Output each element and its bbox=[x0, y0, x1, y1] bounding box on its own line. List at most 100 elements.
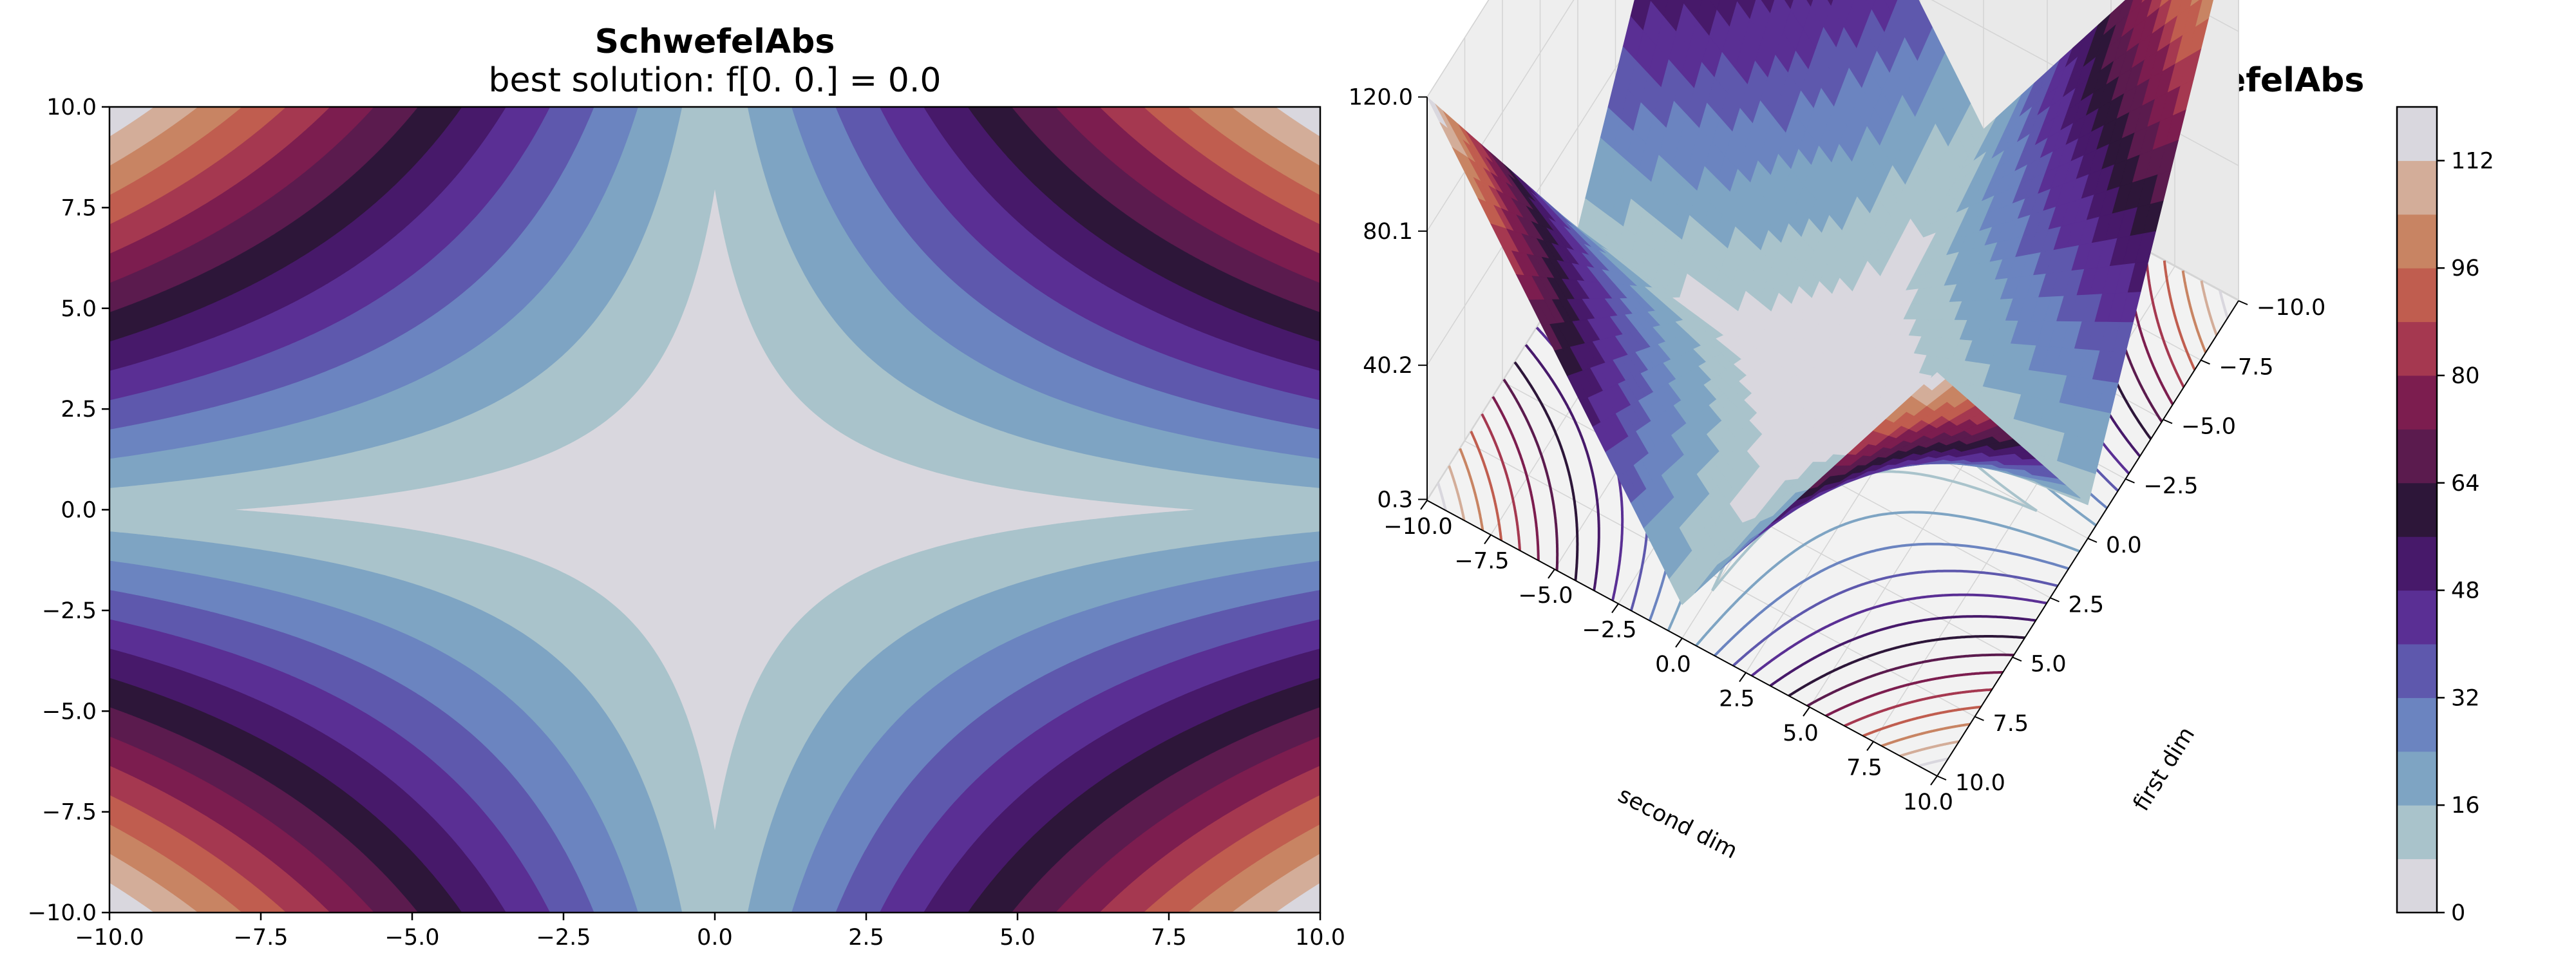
floor-contour-line bbox=[1844, 688, 1993, 727]
first-dim-tick-mark bbox=[2163, 419, 2173, 424]
y-tick-label: 10.0 bbox=[46, 95, 97, 120]
contour-band bbox=[1275, 107, 1320, 137]
x-tick-label: 10.0 bbox=[1295, 925, 1345, 951]
floor-contour-line bbox=[1862, 705, 1982, 737]
colorbar-tick-label: 96 bbox=[2451, 256, 2480, 281]
y-tick-label: −2.5 bbox=[42, 598, 97, 624]
first-dim-tick-label: −2.5 bbox=[2144, 473, 2199, 499]
surface-patch bbox=[2190, 0, 2201, 8]
second-dim-tick-label: −7.5 bbox=[1455, 549, 1510, 574]
floor-contour-line bbox=[1806, 653, 2014, 707]
first-dim-tick-mark bbox=[2087, 538, 2098, 543]
contour-band bbox=[109, 107, 155, 137]
colorbar-band bbox=[2397, 321, 2437, 376]
first-dim-tick-label: 7.5 bbox=[1993, 711, 2029, 737]
first-dim-tick-label: −7.5 bbox=[2219, 354, 2274, 380]
colorbar-frame bbox=[2396, 106, 2438, 914]
y-tick-label: −5.0 bbox=[42, 699, 97, 724]
colorbar: 0 16 32 48 64 80 96 112 bbox=[2396, 106, 2494, 926]
first-dim-tick-label: −5.0 bbox=[2181, 414, 2236, 440]
second-dim-tick-label: −2.5 bbox=[1582, 618, 1637, 643]
first-dim-tick-mark bbox=[2050, 597, 2060, 603]
floor-contour-line bbox=[1825, 671, 2003, 717]
second-dim-tick-label: 10.0 bbox=[1903, 790, 1953, 815]
first-dim-tick-mark bbox=[2201, 359, 2210, 365]
colorbar-band bbox=[2397, 482, 2437, 537]
colorbar-band bbox=[2397, 429, 2437, 484]
colorbar-tick-label: 16 bbox=[2451, 793, 2480, 819]
floor-contour-line bbox=[1448, 465, 1466, 521]
surface-patch bbox=[1924, 372, 1946, 391]
contour-y-axis: 10.0 7.5 5.0 2.5 0.0 −2.5 −5.0 −7.5 −10.0 bbox=[28, 95, 109, 926]
colorbar-band bbox=[2397, 214, 2437, 269]
colorbar-band bbox=[2397, 858, 2437, 913]
floor-contour-line bbox=[1769, 615, 2036, 687]
second-dim-tick-label: −10.0 bbox=[1383, 514, 1452, 540]
first-dim-tick-mark bbox=[2012, 656, 2022, 662]
colorbar-band bbox=[2397, 107, 2437, 161]
first-dim-tick-mark bbox=[2125, 478, 2135, 484]
second-dim-tick-label: 7.5 bbox=[1846, 755, 1882, 781]
floor-contour-line bbox=[1459, 448, 1484, 531]
first-dim-tick-label: 0.0 bbox=[2106, 533, 2142, 558]
surface-mesh bbox=[1426, 0, 2213, 605]
y-tick-label: 2.5 bbox=[61, 397, 97, 422]
x-tick-label: −5.0 bbox=[385, 925, 440, 951]
x-tick-label: 2.5 bbox=[848, 925, 884, 951]
first-dim-axis: −10.0 −7.5 −5.0 −2.5 0.0 2.5 5.0 7.5 10.0 bbox=[1937, 295, 2325, 796]
x-tick-label: 7.5 bbox=[1151, 925, 1187, 951]
contour-panel: SchwefelAbs best solution: f[0. 0.] = 0.… bbox=[28, 23, 1345, 951]
colorbar-bands bbox=[2397, 107, 2437, 913]
second-dim-tick-mark bbox=[1803, 706, 1810, 717]
second-dim-tick-label: 2.5 bbox=[1719, 687, 1755, 712]
floor-contour-line bbox=[1750, 593, 2047, 677]
colorbar-band bbox=[2397, 536, 2437, 591]
first-dim-tick-label: −10.0 bbox=[2257, 295, 2325, 321]
floor-contour-line bbox=[1788, 635, 2025, 697]
floor-contour-line bbox=[1513, 361, 1579, 581]
second-dim-tick-label: 0.0 bbox=[1655, 652, 1691, 677]
second-dim-tick-label: −5.0 bbox=[1519, 583, 1573, 609]
y-tick-label: 0.0 bbox=[61, 498, 97, 524]
contour-x-axis: −10.0 −7.5 −5.0 −2.5 0.0 2.5 5.0 7.5 10.0 bbox=[75, 913, 1345, 951]
floor-contour-line bbox=[2181, 270, 2207, 354]
colorbar-band bbox=[2397, 268, 2437, 323]
second-dim-tick-mark bbox=[1930, 775, 1938, 786]
second-dim-tick-label: 5.0 bbox=[1783, 721, 1819, 746]
grid-line bbox=[1426, 0, 1490, 98]
second-dim-tick-mark bbox=[1548, 569, 1555, 579]
x-tick-label: 0.0 bbox=[697, 925, 733, 951]
second-dim-tick-mark bbox=[1866, 741, 1874, 752]
colorbar-ticks: 0 16 32 48 64 80 96 112 bbox=[2437, 148, 2494, 926]
floor-contour-line bbox=[1918, 757, 1949, 768]
colorbar-band bbox=[2397, 160, 2437, 215]
second-dim-tick-mark bbox=[1675, 638, 1683, 648]
colorbar-band bbox=[2397, 805, 2437, 860]
second-dim-tick-mark bbox=[1484, 534, 1492, 545]
colorbar-band bbox=[2397, 375, 2437, 430]
first-dim-tick-mark bbox=[2238, 300, 2248, 305]
contour-band bbox=[109, 882, 155, 913]
grid-line bbox=[1426, 0, 1660, 366]
floor-contour-line bbox=[1470, 430, 1503, 541]
z-tick-label: 120.0 bbox=[1349, 85, 1413, 111]
floor-contour-line bbox=[1502, 378, 1559, 571]
second-dim-label: second dim bbox=[1614, 782, 1741, 864]
x-tick-label: 5.0 bbox=[999, 925, 1036, 951]
floor-contour-line bbox=[1713, 542, 2069, 657]
z-tick-label: 40.2 bbox=[1363, 353, 1413, 379]
z-axis: 120.0 80.1 40.2 0.3 bbox=[1349, 85, 1428, 513]
y-tick-label: 5.0 bbox=[61, 296, 97, 322]
x-tick-label: −10.0 bbox=[75, 925, 144, 951]
contour-subtitle: best solution: f[0. 0.] = 0.0 bbox=[489, 61, 942, 100]
first-dim-tick-mark bbox=[1937, 775, 1947, 781]
colorbar-band bbox=[2397, 590, 2437, 645]
floor-contour-line bbox=[2219, 290, 2229, 319]
z-tick-label: 0.3 bbox=[1377, 487, 1413, 513]
y-tick-label: 7.5 bbox=[61, 195, 97, 221]
colorbar-band bbox=[2397, 644, 2437, 698]
x-tick-label: −2.5 bbox=[536, 925, 591, 951]
x-tick-label: −7.5 bbox=[234, 925, 289, 951]
first-dim-tick-label: 10.0 bbox=[1955, 770, 2005, 796]
